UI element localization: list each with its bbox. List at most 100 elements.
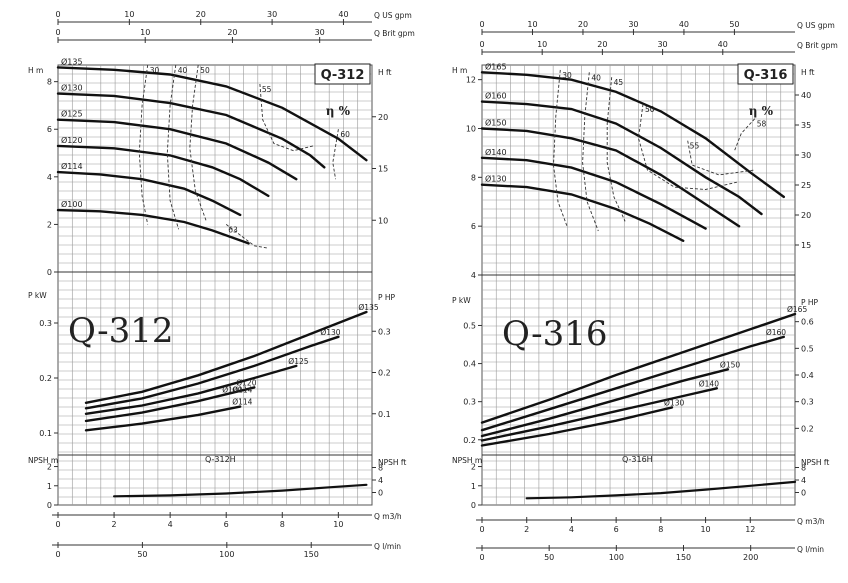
head-left-unit: H m	[28, 66, 43, 75]
power-curve	[84, 405, 242, 432]
efficiency-label: 40	[591, 73, 601, 82]
bottom-scale-tick-label: 10	[700, 525, 710, 534]
efficiency-label: 50	[645, 105, 655, 114]
efficiency-contour	[189, 64, 208, 223]
efficiency-contour	[225, 224, 269, 249]
head-right-unit: H ft	[378, 68, 392, 77]
power-left-unit: P kW	[452, 296, 471, 305]
npsh-left-tick-label: 2	[471, 463, 476, 472]
head-left-tick-label: 0	[47, 268, 52, 277]
power-right-tick-label: 0.1	[378, 410, 391, 419]
top-scale-tick-label: 0	[479, 40, 484, 49]
power-curve	[480, 387, 718, 442]
top-scale-tick-label: 0	[479, 20, 484, 29]
efficiency-contour	[734, 118, 756, 151]
bottom-scale-tick-label: 6	[614, 525, 619, 534]
bottom-scale-tick-label: 100	[609, 553, 624, 562]
top-scale-unit: Q US gpm	[797, 21, 835, 30]
head-right-tick-label: 35	[801, 121, 811, 130]
head-left-tick-label: 6	[471, 222, 476, 231]
bottom-scale-tick-label: 10	[333, 520, 343, 529]
bottom-scale-unit: Q m3/h	[797, 517, 825, 526]
npsh-right-tick-label: 0	[801, 489, 806, 498]
power-right-unit: P HP	[378, 293, 396, 302]
bottom-scale-tick-label: 150	[304, 550, 319, 559]
power-left-tick-label: 0.3	[39, 319, 52, 328]
efficiency-contour	[687, 140, 755, 176]
efficiency-unit-label: η %	[326, 104, 351, 118]
head-curve-label: Ø160	[485, 91, 507, 101]
head-left-tick-label: 10	[466, 124, 476, 133]
efficiency-label: 58	[757, 120, 767, 129]
power-right-unit: P HP	[801, 298, 819, 307]
power-left-tick-label: 0.2	[39, 374, 52, 383]
head-left-tick-label: 12	[466, 76, 476, 85]
npsh-left-unit: NPSH m	[452, 456, 482, 465]
power-right-tick-label: 0.2	[801, 424, 814, 433]
head-curve	[56, 118, 298, 181]
head-left-unit: H m	[452, 66, 467, 75]
efficiency-label: 50	[200, 66, 210, 75]
power-right-tick-label: 0.3	[378, 327, 391, 336]
efficiency-contour	[332, 129, 339, 180]
bottom-scale-tick-label: 2	[112, 520, 117, 529]
head-right-tick-label: 25	[801, 181, 811, 190]
npsh-right-tick-label: 0	[378, 489, 383, 498]
npsh-right-tick-label: 8	[378, 464, 383, 473]
npsh-left-tick-label: 0	[47, 501, 52, 510]
head-left-tick-label: 4	[47, 173, 52, 182]
top-scale-tick-label: 0	[55, 10, 60, 19]
efficiency-unit-label: η %	[749, 104, 774, 118]
model-code: Q-312H	[205, 455, 236, 464]
efficiency-label: 55	[262, 85, 272, 94]
bottom-scale-tick-label: 8	[658, 525, 663, 534]
bottom-scale-tick-label: 0	[55, 520, 60, 529]
head-curve-label: Ø140	[485, 147, 507, 157]
npsh-right-unit: NPSH ft	[378, 458, 406, 467]
power-left-tick-label: 0.3	[463, 398, 476, 407]
efficiency-contour	[638, 104, 738, 190]
head-right-tick-label: 40	[801, 91, 811, 100]
efficiency-contour	[259, 83, 314, 152]
efficiency-contour	[606, 77, 626, 222]
power-curve	[480, 368, 730, 438]
power-curve-label: Ø140	[699, 379, 719, 388]
efficiency-label: 60	[340, 130, 350, 139]
top-scale-unit: Q Brit gpm	[797, 41, 838, 50]
efficiency-label: 45	[614, 78, 624, 87]
power-left-unit: P kW	[28, 291, 47, 300]
head-curve	[56, 144, 270, 198]
top-scale-tick-label: 40	[679, 20, 689, 29]
efficiency-label: 30	[562, 71, 572, 80]
head-curve-label: Ø100	[61, 199, 83, 209]
npsh-left-tick-label: 0	[471, 501, 476, 510]
power-right-tick-label: 0.2	[378, 369, 391, 378]
efficiency-label: 55	[690, 142, 700, 151]
top-scale-tick-label: 30	[315, 28, 325, 37]
power-left-tick-label: 0.4	[463, 360, 476, 369]
power-curve-label: Ø135	[358, 303, 378, 312]
head-curve-label: Ø135	[61, 56, 83, 66]
npsh-right-unit: NPSH ft	[801, 458, 829, 467]
head-left-tick-label: 2	[47, 220, 52, 229]
power-curve	[84, 310, 368, 404]
top-scale-tick-label: 40	[718, 40, 728, 49]
power-curve	[480, 406, 674, 447]
big-model-label: Q-312	[68, 311, 174, 351]
bottom-scale-tick-label: 50	[544, 553, 554, 562]
npsh-left-tick-label: 1	[471, 482, 476, 491]
head-curve	[56, 92, 326, 169]
power-curve	[84, 386, 256, 423]
npsh-right-tick-label: 8	[801, 464, 806, 473]
title-box	[314, 63, 371, 85]
efficiency-label: 63	[228, 225, 238, 234]
top-scale-tick-label: 30	[657, 40, 667, 49]
head-curve	[480, 100, 763, 216]
head-curve	[56, 170, 242, 217]
power-left-tick-label: 0.1	[39, 429, 52, 438]
big-model-label: Q-316	[502, 314, 608, 354]
head-left-tick-label: 8	[47, 78, 52, 87]
npsh-right-tick-label: 4	[801, 476, 806, 485]
